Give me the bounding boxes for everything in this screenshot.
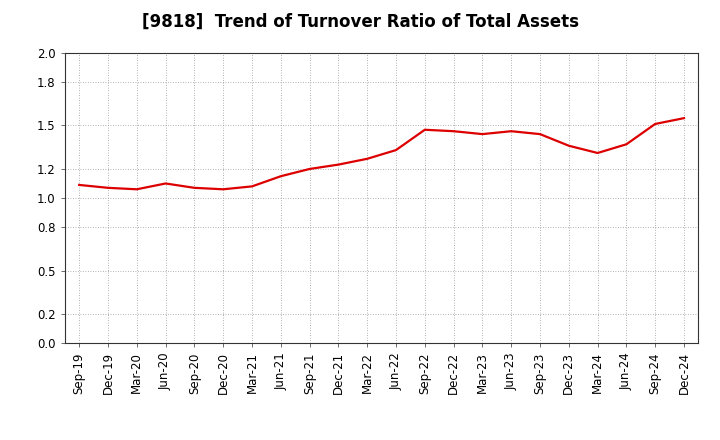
Text: [9818]  Trend of Turnover Ratio of Total Assets: [9818] Trend of Turnover Ratio of Total …	[142, 13, 578, 31]
